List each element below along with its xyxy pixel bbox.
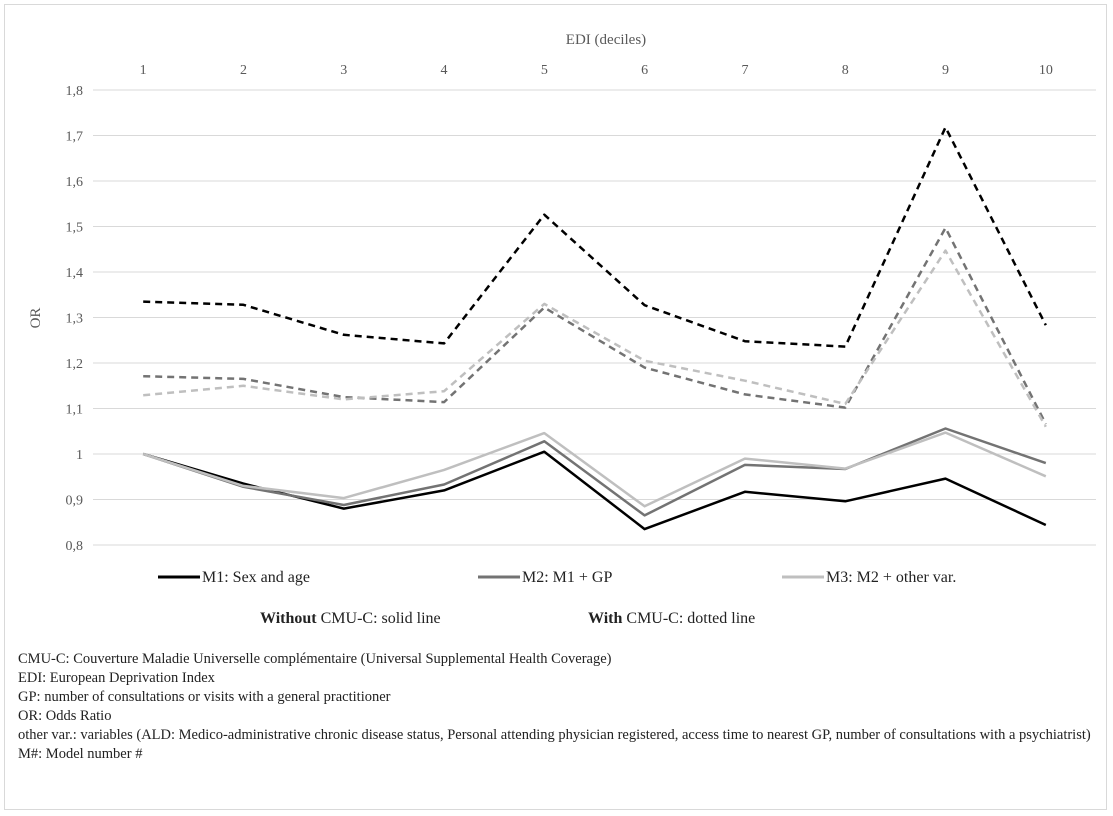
chart-title: EDI (deciles) [566,32,646,48]
series-lines [142,126,1047,531]
y-axis-label: OR [28,308,44,329]
gridlines [93,89,1096,546]
legend-label: M2: M1 + GP [522,569,612,586]
legend: M1: Sex and age M2: M1 + GP M3: M2 + other… [158,569,956,586]
footnote-edi: EDI: European Deprivation Index [18,670,215,686]
series-line-m3c [143,249,1047,428]
series-line-m2c [143,226,1047,425]
y-tick-label: 1,7 [66,130,84,145]
legend-note-with: With CMU-C: dotted line [588,610,755,627]
x-tick-label: 5 [541,63,548,78]
footnote-cmu-c: CMU-C: Couverture Maladie Universelle co… [18,651,612,667]
legend-note-with-bold: With [588,610,622,627]
y-tick-label: 1,8 [66,84,84,99]
footnotes: CMU-C: Couverture Maladie Universelle co… [18,650,1098,764]
footnote-gp: GP: number of consultations or visits wi… [18,689,391,705]
x-tick-label: 8 [842,63,849,78]
line-chart: 0,8 0,9 1 1,1 1,2 1,3 1,4 1,5 1,6 1,7 1,8 1 2 3 4 5 6 7 8… [28,32,1096,627]
footnote-model-number: M#: Model number # [18,746,143,762]
legend-label: M1: Sex and age [202,569,310,586]
y-axis-ticks: 0,8 0,9 1 1,1 1,2 1,3 1,4 1,5 1,6 1,7 1,8 [66,84,84,554]
x-tick-label: 4 [441,63,448,78]
y-tick-label: 1,5 [66,221,84,236]
x-tick-label: 7 [741,63,748,78]
x-tick-label: 2 [240,63,247,78]
y-tick-label: 0,9 [66,494,84,509]
x-axis-ticks: 1 2 3 4 5 6 7 8 9 10 [140,63,1053,78]
legend-note-without: Without CMU-C: solid line [260,610,441,627]
y-tick-label: 0,8 [66,539,84,554]
x-tick-label: 10 [1039,63,1053,78]
x-tick-label: 6 [641,63,648,78]
legend-note-without-rest: CMU-C: solid line [317,610,441,627]
series-line-m2 [142,427,1047,517]
figure-frame [4,4,1107,810]
x-tick-label: 3 [340,63,347,78]
series-line-m1c [143,126,1047,348]
y-tick-label: 1,4 [66,266,84,281]
y-tick-label: 1,6 [66,175,84,190]
y-tick-label: 1,3 [66,312,84,327]
y-tick-label: 1 [76,448,83,463]
series-line-m3 [142,431,1047,508]
y-tick-label: 1,1 [66,403,84,418]
y-tick-label: 1,2 [66,357,84,372]
footnote-or: OR: Odds Ratio [18,708,112,724]
footnote-other-var: other var.: variables (ALD: Medico-admin… [18,727,1091,743]
legend-label: M3: M2 + other var. [826,569,956,586]
x-tick-label: 1 [140,63,147,78]
legend-note-with-rest: CMU-C: dotted line [622,610,755,627]
legend-note-without-bold: Without [260,610,317,627]
x-tick-label: 9 [942,63,949,78]
